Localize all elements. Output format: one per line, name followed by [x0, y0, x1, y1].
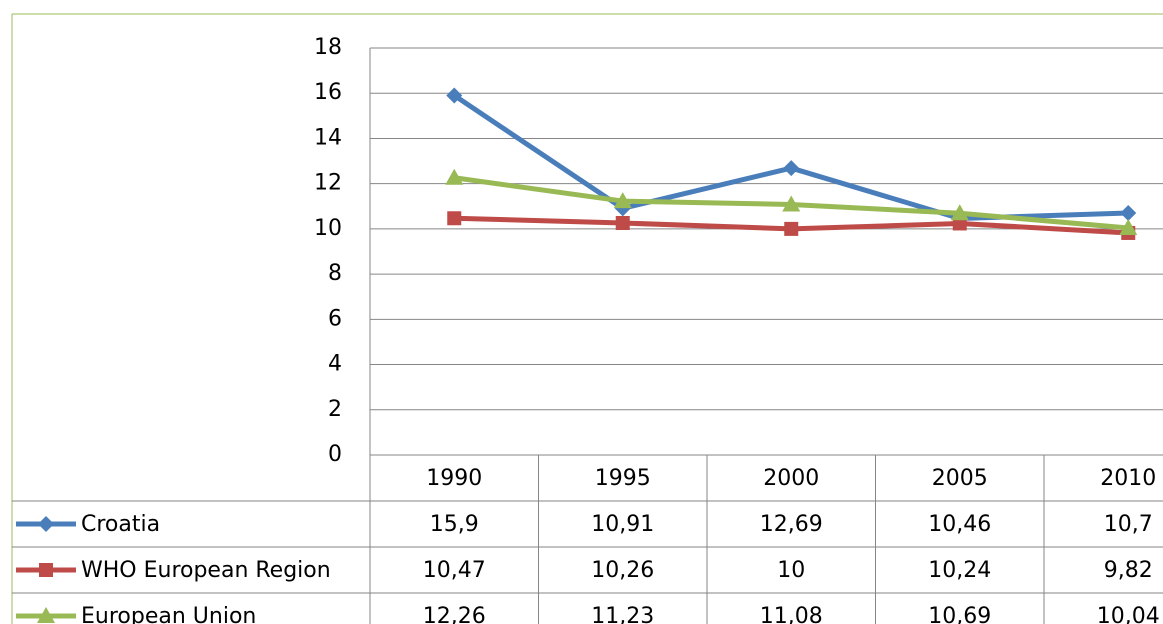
x-tick-label: 2010 — [1100, 466, 1156, 491]
series-marker — [1120, 205, 1137, 222]
table-value: 10,46 — [928, 512, 991, 537]
y-tick-label: 0 — [328, 442, 342, 467]
y-tick-label: 12 — [314, 171, 342, 196]
table-value: 10,69 — [928, 604, 991, 624]
table-value: 10,24 — [928, 558, 991, 583]
series-marker — [784, 221, 799, 236]
series-marker — [950, 204, 969, 221]
y-tick-label: 18 — [314, 35, 342, 60]
table-value: 10 — [777, 558, 805, 583]
table-value: 10,26 — [591, 558, 654, 583]
series-marker — [613, 192, 632, 209]
legend-marker — [37, 607, 55, 623]
table-value: 12,26 — [423, 604, 486, 624]
table-value: 10,47 — [423, 558, 486, 583]
table-value: 12,69 — [760, 512, 823, 537]
y-tick-label: 14 — [314, 125, 342, 150]
legend-marker — [38, 516, 54, 532]
y-tick-label: 10 — [314, 216, 342, 241]
legend-label: WHO European Region — [81, 558, 331, 583]
table-value: 10,04 — [1097, 604, 1160, 624]
series-marker — [782, 195, 801, 212]
series-marker — [447, 211, 462, 226]
table-value: 15,9 — [430, 512, 479, 537]
table-value: 10,7 — [1104, 512, 1153, 537]
series-marker — [1119, 218, 1138, 235]
legend-marker — [39, 563, 53, 577]
series-marker — [446, 87, 463, 104]
table-value: 11,23 — [591, 604, 654, 624]
table-value: 11,08 — [760, 604, 823, 624]
legend-label: European Union — [81, 604, 256, 624]
y-tick-label: 8 — [328, 261, 342, 286]
y-tick-label: 16 — [314, 80, 342, 105]
x-tick-label: 1995 — [595, 466, 651, 491]
y-tick-label: 2 — [328, 397, 342, 422]
y-tick-label: 4 — [328, 352, 342, 377]
x-tick-label: 1990 — [426, 466, 482, 491]
series-marker — [445, 168, 464, 185]
x-tick-label: 2005 — [932, 466, 988, 491]
series-marker — [783, 160, 800, 177]
table-value: 9,82 — [1104, 558, 1153, 583]
table-value: 10,91 — [591, 512, 654, 537]
legend-label: Croatia — [81, 512, 160, 537]
x-tick-label: 2000 — [763, 466, 819, 491]
y-tick-label: 6 — [328, 306, 342, 331]
series-marker — [615, 216, 630, 231]
